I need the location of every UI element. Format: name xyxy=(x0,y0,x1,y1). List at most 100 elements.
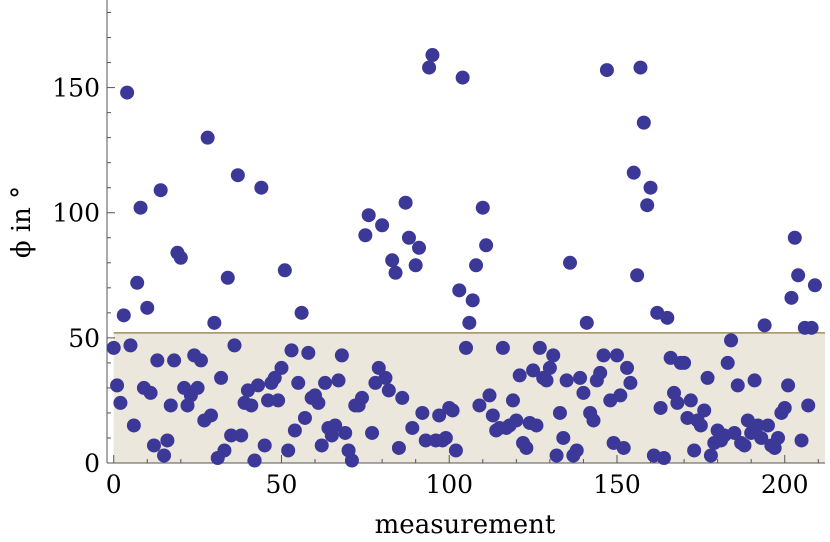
data-point xyxy=(160,433,175,448)
data-point xyxy=(777,400,792,415)
data-point xyxy=(193,353,208,368)
data-point xyxy=(401,230,416,245)
data-point xyxy=(220,270,235,285)
data-points-layer xyxy=(106,48,822,468)
data-point xyxy=(395,390,410,405)
data-point xyxy=(495,340,510,355)
data-point xyxy=(563,255,578,270)
data-point xyxy=(613,388,628,403)
data-point xyxy=(143,385,158,400)
data-point xyxy=(297,410,312,425)
x-axis-label: measurement xyxy=(375,510,556,540)
data-point xyxy=(157,448,172,463)
data-point xyxy=(214,370,229,385)
data-point xyxy=(287,423,302,438)
data-point xyxy=(250,378,265,393)
data-point xyxy=(301,345,316,360)
data-point xyxy=(509,413,524,428)
data-point xyxy=(361,208,376,223)
x-tick-label: 200 xyxy=(761,470,809,499)
data-point xyxy=(750,418,765,433)
data-point xyxy=(720,355,735,370)
data-point xyxy=(123,338,138,353)
data-point xyxy=(505,393,520,408)
y-axis-label: ϕ in ° xyxy=(7,186,37,258)
data-point xyxy=(559,373,574,388)
data-point xyxy=(653,400,668,415)
data-point xyxy=(754,430,769,445)
data-point xyxy=(593,365,608,380)
data-point xyxy=(730,378,745,393)
data-point xyxy=(791,268,806,283)
data-point xyxy=(331,373,346,388)
data-point xyxy=(462,315,477,330)
data-point xyxy=(459,340,473,355)
data-point xyxy=(576,385,591,400)
data-point xyxy=(385,253,400,268)
data-point xyxy=(630,268,645,283)
data-point xyxy=(586,413,601,428)
data-point xyxy=(381,383,396,398)
data-point xyxy=(418,433,433,448)
data-point xyxy=(438,430,453,445)
data-point xyxy=(512,368,527,383)
data-point xyxy=(656,450,671,465)
data-point xyxy=(526,363,541,378)
data-point xyxy=(432,408,447,423)
data-point xyxy=(375,218,390,233)
data-point xyxy=(633,60,648,75)
data-point xyxy=(204,408,219,423)
data-point xyxy=(311,395,326,410)
data-point xyxy=(294,305,309,320)
data-point xyxy=(636,115,651,130)
x-tick-label: 0 xyxy=(106,470,122,499)
data-point xyxy=(620,360,635,375)
data-point xyxy=(257,438,272,453)
data-point xyxy=(529,418,544,433)
y-tick-label: 50 xyxy=(68,324,100,353)
data-point xyxy=(254,180,269,195)
data-point xyxy=(133,200,148,215)
axes-layer: 0 50 100 150 200 0 50 100 150 xyxy=(52,0,825,499)
data-point xyxy=(150,353,165,368)
data-point xyxy=(267,370,282,385)
data-point xyxy=(110,378,125,393)
data-point xyxy=(693,418,708,433)
data-point xyxy=(479,238,494,253)
data-point xyxy=(227,338,242,353)
data-point xyxy=(781,378,796,393)
data-point xyxy=(318,375,333,390)
data-point xyxy=(153,183,168,198)
data-point xyxy=(344,453,359,468)
data-point xyxy=(425,48,440,63)
data-point xyxy=(167,353,182,368)
data-point xyxy=(569,443,584,458)
data-point xyxy=(757,318,772,333)
x-tick-label: 150 xyxy=(593,470,641,499)
data-point xyxy=(599,63,614,78)
data-point xyxy=(465,293,480,308)
data-point xyxy=(804,320,819,335)
data-point xyxy=(207,315,222,330)
data-point xyxy=(354,390,369,405)
data-point xyxy=(616,440,631,455)
data-point xyxy=(747,373,762,388)
data-point xyxy=(445,403,460,418)
data-point xyxy=(485,408,500,423)
data-point xyxy=(609,348,624,363)
data-point xyxy=(455,70,470,85)
data-point xyxy=(475,200,490,215)
data-point xyxy=(683,393,698,408)
data-point xyxy=(277,263,292,278)
data-point xyxy=(200,130,215,145)
data-point xyxy=(244,398,259,413)
data-point xyxy=(539,373,554,388)
data-point xyxy=(640,198,655,213)
data-point xyxy=(787,230,802,245)
data-point xyxy=(532,340,547,355)
data-point xyxy=(338,425,353,440)
data-point xyxy=(274,360,289,375)
data-point xyxy=(737,438,752,453)
data-point xyxy=(448,443,463,458)
data-point xyxy=(801,398,816,413)
